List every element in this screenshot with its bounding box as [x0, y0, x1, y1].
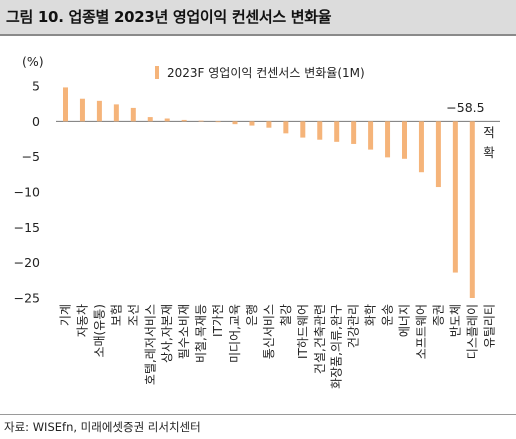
title-bar	[0, 0, 516, 34]
annotation-value: −58.5	[446, 100, 484, 115]
legend-label: 2023F 영업이익 컨센서스 변화율(1M)	[167, 66, 365, 80]
bar-건설,건축관련	[317, 121, 323, 140]
bar-통신서비스	[266, 121, 272, 128]
bar-반도체	[452, 121, 458, 273]
x-axis-labels: 기계 자동차 소매(유통) 보험 조선 호텔,레저서비스 상사,자본재 필수소비재 비철,목재등…	[59, 304, 497, 389]
x-tick-label: 운송	[381, 304, 395, 326]
bar-비철,목재등	[198, 120, 204, 122]
x-tick-label: 건설,건축관련	[313, 304, 327, 374]
x-tick-label: 소매(유통)	[92, 304, 106, 358]
x-tick-label: 반도체	[448, 304, 462, 337]
y-tick-label: 0	[32, 114, 40, 129]
bar-상사,자본재	[164, 118, 170, 122]
bar-운송	[385, 121, 391, 158]
bar-건강관리	[351, 121, 357, 144]
y-tick-label: −10	[14, 185, 40, 200]
y-tick-label: −5	[22, 149, 40, 164]
x-tick-label: 통신서비스	[262, 304, 276, 359]
bar-화장품,의류,완구	[334, 121, 340, 142]
legend-swatch	[155, 66, 159, 79]
x-tick-label: 건강관리	[347, 304, 361, 348]
bar-철강	[283, 121, 289, 134]
x-tick-label: 증권	[431, 304, 445, 326]
figure-title: 그림 10. 업종별 2023년 영업이익 컨센서스 변화율	[6, 8, 332, 26]
y-tick-label: 5	[32, 79, 40, 94]
x-tick-label: 화장품,의류,완구	[330, 304, 344, 389]
x-tick-label: 기계	[59, 304, 73, 326]
bar-IT하드웨어	[300, 121, 306, 138]
x-tick-label: 조선	[126, 304, 140, 326]
bar-자동차	[79, 98, 85, 122]
x-tick-label: 소프트웨어	[414, 304, 428, 359]
x-tick-label: 디스플레이	[465, 304, 479, 359]
bar-chart: (%) 2023F 영업이익 컨센서스 변화율(1M) 5 0 −5 −10 −15 −2…	[14, 54, 500, 389]
x-tick-label: 철강	[279, 304, 293, 326]
x-tick-label: 상사,자본재	[160, 304, 174, 363]
bar-소매(유통)	[96, 100, 102, 122]
bar-series	[63, 87, 475, 298]
annotation-deficit-label: 확	[483, 145, 495, 160]
bar-디스플레이	[469, 121, 475, 298]
bar-보험	[113, 104, 119, 122]
y-axis: 5 0 −5 −10 −15 −20 −25	[14, 79, 40, 306]
y-tick-label: −20	[14, 255, 40, 270]
source-note: 자료: WISEfn, 미래에셋증권 리서치센터	[4, 420, 201, 434]
x-tick-label: 화학	[364, 304, 378, 326]
x-tick-label: 보험	[109, 304, 123, 326]
x-tick-label: 필수소비재	[177, 304, 191, 359]
annotations: −58.5 적확	[446, 100, 495, 160]
x-tick-label: 에너지	[398, 304, 412, 337]
bar-조선	[130, 107, 136, 122]
bar-호텔,레저서비스	[147, 117, 153, 122]
x-tick-label: 유틸리티	[482, 304, 496, 348]
x-tick-label: 호텔,레저서비스	[143, 304, 157, 385]
bar-미디어,교육	[232, 121, 238, 125]
bottom-rule	[0, 414, 516, 415]
x-tick-label: 자동차	[75, 304, 89, 337]
bar-증권	[435, 121, 441, 188]
title-rule	[0, 34, 516, 36]
bar-IT가전	[215, 121, 221, 123]
x-tick-label: 비철,목재등	[194, 304, 208, 363]
x-tick-label: IT하드웨어	[296, 304, 310, 359]
y-tick-label: −25	[14, 291, 40, 306]
bar-소프트웨어	[418, 121, 424, 173]
bar-화학	[368, 121, 374, 150]
chart-legend: 2023F 영업이익 컨센서스 변화율(1M)	[155, 66, 365, 80]
x-tick-label: IT가전	[211, 304, 225, 337]
annotation-deficit-label: 적	[483, 125, 495, 140]
bar-에너지	[402, 121, 407, 159]
x-tick-label: 미디어,교육	[228, 304, 242, 363]
bar-기계	[63, 87, 68, 122]
x-tick-label: 은행	[244, 304, 259, 326]
y-tick-label: −15	[14, 220, 40, 235]
bar-필수소비재	[181, 119, 187, 122]
bar-은행	[249, 121, 255, 126]
y-axis-unit-label: (%)	[22, 54, 44, 69]
